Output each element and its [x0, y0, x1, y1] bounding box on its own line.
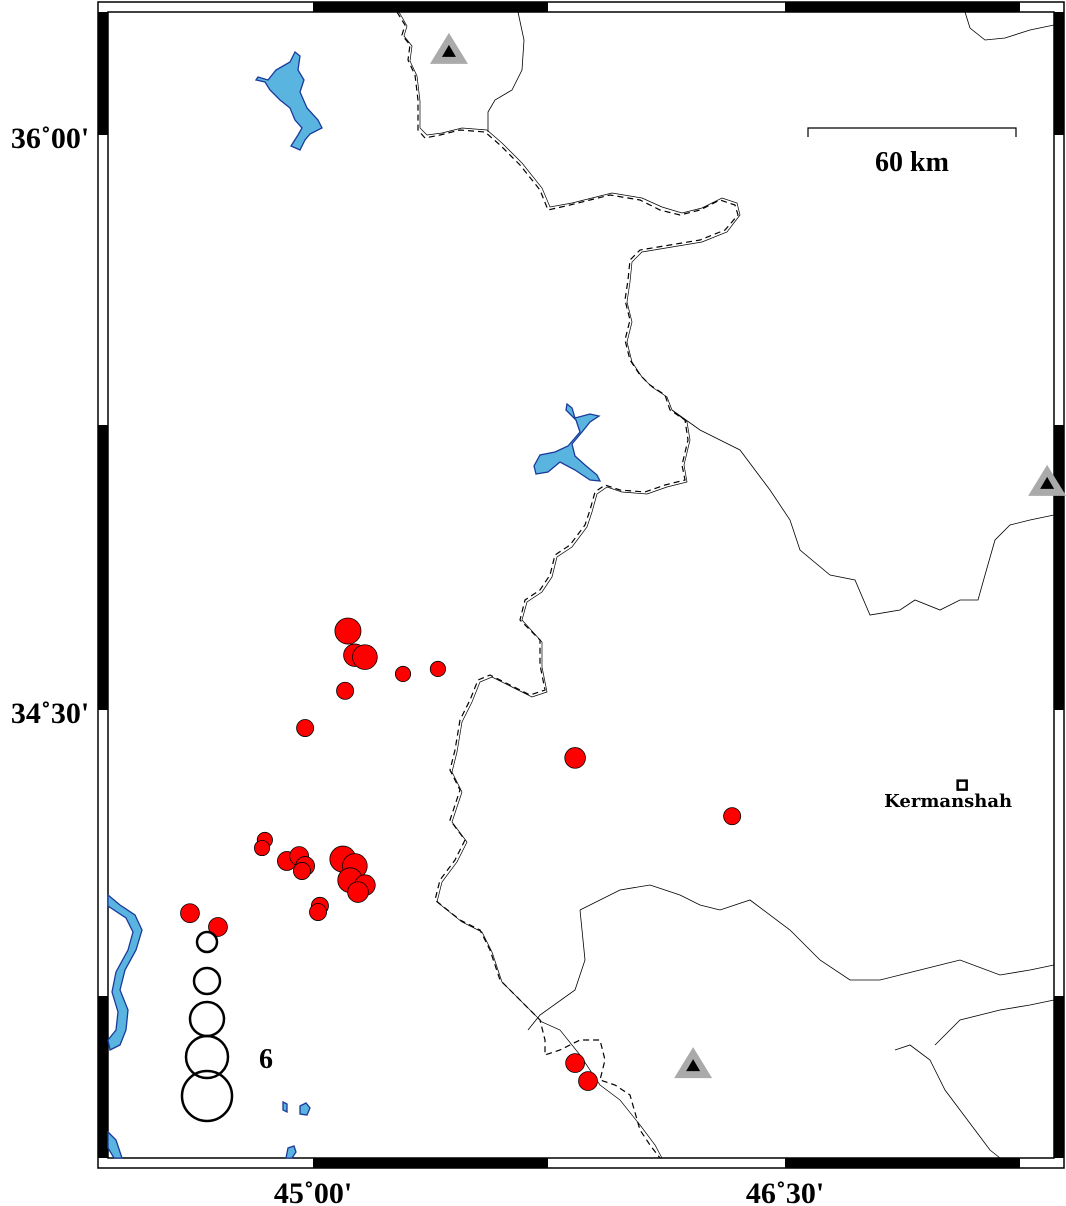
lon-label-45: 45˚00' — [274, 1177, 352, 1206]
city-label: Kermanshah — [884, 791, 1012, 812]
earthquake-marker — [293, 862, 311, 880]
earthquake-marker — [352, 644, 378, 670]
earthquake-marker — [723, 807, 742, 826]
lat-label-34-30: 34˚30' — [11, 697, 89, 730]
earthquake-marker — [394, 665, 412, 683]
seismic-station-icon — [674, 1047, 713, 1079]
earthquake-marker — [296, 719, 315, 737]
border-solid — [398, 11, 741, 1159]
earthquake-marker — [334, 617, 362, 645]
earthquake-marker — [309, 903, 327, 921]
province-boundary — [527, 909, 586, 1031]
province-boundary — [671, 409, 1055, 616]
province-boundary — [964, 11, 1055, 41]
lon-label-46-30: 46˚30' — [746, 1177, 824, 1206]
water-bodies — [107, 50, 602, 1159]
scale-bar: 60 km — [807, 127, 1017, 178]
lat-label-36: 36˚00' — [11, 122, 89, 155]
legend-circle — [192, 966, 222, 996]
earthquake-marker — [347, 881, 369, 903]
legend-circle — [195, 930, 219, 954]
earthquake-marker — [253, 839, 271, 857]
legend-circle — [184, 1034, 230, 1080]
legend-label: 6 — [259, 1044, 273, 1075]
earthquakes-layer — [180, 617, 742, 1091]
river-southwest — [107, 893, 143, 1051]
seismic-station-icon — [429, 32, 468, 64]
pond-2 — [299, 1102, 311, 1116]
stations-layer — [429, 32, 1066, 1079]
lake-dukan — [254, 50, 323, 151]
province-boundary — [894, 1044, 1001, 1159]
borders — [396, 11, 1055, 1159]
magnitude-legend: 6 — [180, 930, 273, 1123]
earthquake-marker — [180, 903, 200, 924]
city-kermanshah: Kermanshah — [884, 779, 1012, 812]
pond-1 — [282, 1100, 288, 1114]
province-boundary — [579, 884, 1055, 981]
earthquake-marker — [208, 917, 228, 937]
international-border — [396, 11, 739, 1159]
earthquake-marker — [578, 1071, 598, 1091]
province-boundary — [487, 11, 525, 132]
pond-3 — [285, 1145, 297, 1159]
river-southwest-lower — [107, 1130, 123, 1159]
earthquake-marker — [429, 660, 446, 678]
earthquake-marker — [336, 681, 355, 700]
city-marker-icon — [956, 779, 968, 791]
scale-bar-label: 60 km — [875, 147, 949, 178]
earthquake-marker — [565, 1053, 585, 1073]
province-boundary — [934, 999, 1055, 1046]
seismic-station-icon — [1028, 464, 1066, 496]
lake-darbandikhan — [533, 402, 602, 482]
earthquake-marker — [564, 747, 586, 769]
legend-circle — [180, 1069, 234, 1123]
map-frame — [97, 1, 1065, 1169]
